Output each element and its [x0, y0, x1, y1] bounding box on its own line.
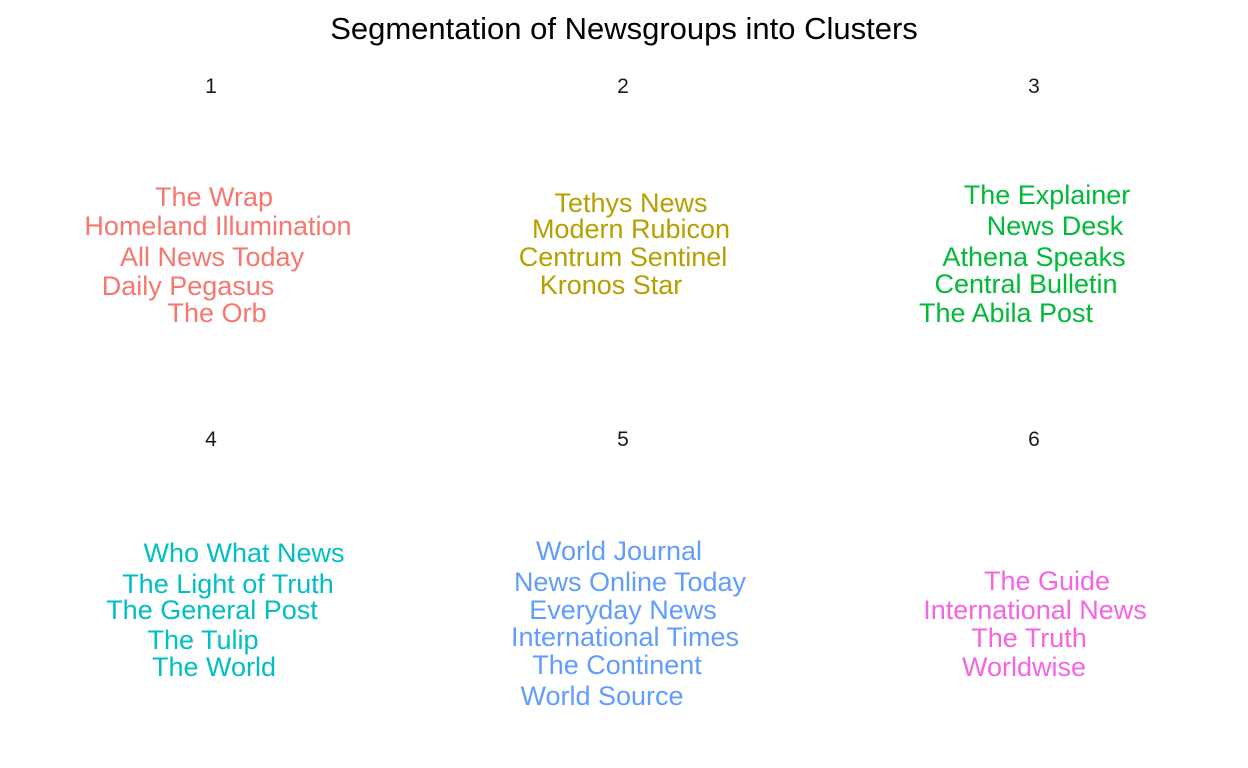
- cluster-4-word: The General Post: [106, 595, 318, 625]
- chart-title: Segmentation of Newsgroups into Clusters: [330, 11, 918, 46]
- cluster-5-word: World Source: [520, 681, 684, 711]
- cluster-2-word: Modern Rubicon: [531, 214, 731, 244]
- facet-label-2: 2: [617, 75, 629, 98]
- cluster-5-word: The Continent: [532, 650, 702, 680]
- cluster-5-word: Everyday News: [529, 595, 717, 625]
- cluster-3-word: Central Bulletin: [934, 269, 1118, 299]
- cluster-1-word: Homeland Illumination: [84, 211, 352, 241]
- cluster-3-word: The Explainer: [963, 180, 1131, 210]
- cluster-1-word: The Orb: [167, 298, 267, 328]
- cluster-4-word: The Light of Truth: [122, 569, 334, 599]
- cluster-3-word: News Desk: [986, 211, 1124, 241]
- cluster-6-word: International News: [923, 595, 1147, 625]
- cluster-4-word: Who What News: [143, 538, 345, 568]
- facet-label-4: 4: [205, 428, 217, 451]
- cluster-2-word: Centrum Sentinel: [518, 242, 728, 272]
- cluster-2-word: Kronos Star: [539, 270, 683, 300]
- facet-label-1: 1: [205, 75, 217, 98]
- cluster-6-word: The Guide: [983, 566, 1111, 596]
- cluster-4-word: The Tulip: [147, 625, 259, 655]
- cluster-6-word: Worldwise: [961, 652, 1087, 682]
- facet-label-3: 3: [1028, 75, 1040, 98]
- facet-label-6: 6: [1028, 428, 1040, 451]
- cluster-6-word: The Truth: [971, 623, 1087, 653]
- facet-label-5: 5: [617, 428, 629, 451]
- cluster-5-word: International Times: [510, 622, 740, 652]
- cluster-1-word: All News Today: [119, 242, 305, 272]
- cluster-2-word: Tethys News: [554, 188, 708, 218]
- cluster-5-word: News Online Today: [513, 567, 747, 597]
- cluster-5-word: World Journal: [535, 536, 703, 566]
- cluster-1-word: Daily Pegasus: [101, 271, 275, 301]
- cluster-3-word: The Abila Post: [918, 298, 1094, 328]
- cluster-3-word: Athena Speaks: [942, 242, 1126, 272]
- cluster-1-word: The Wrap: [154, 182, 274, 212]
- cluster-4-word: The World: [151, 652, 277, 682]
